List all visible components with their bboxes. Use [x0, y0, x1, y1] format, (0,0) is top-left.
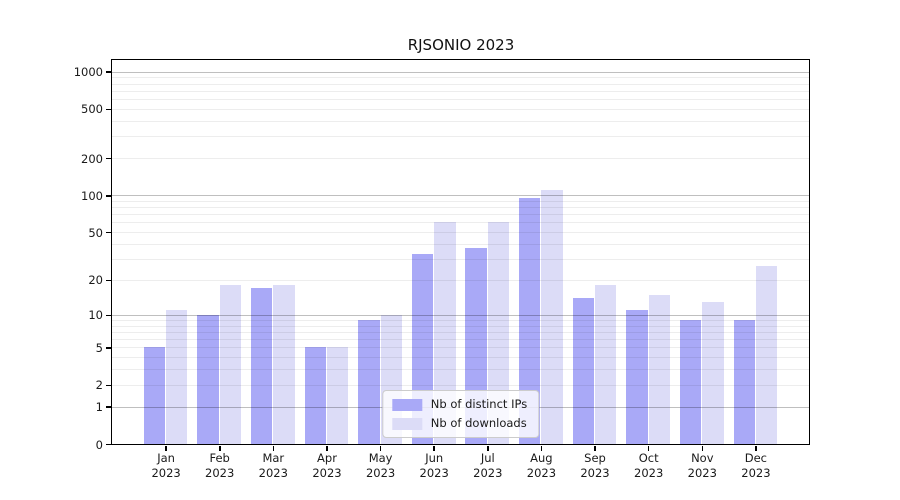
y-tick-label: 1000: [73, 65, 103, 80]
bar-distinct-ips: [572, 298, 594, 444]
plot-area: Nb of distinct IPs Nb of downloads: [111, 59, 810, 445]
x-tick-mark: [165, 445, 167, 451]
y-tick-label: 50: [88, 225, 103, 240]
bars-layer: [112, 60, 809, 444]
bar-distinct-ips: [197, 314, 219, 444]
x-tick-label: Dec 2023: [741, 451, 771, 480]
x-tick-mark: [219, 445, 221, 451]
legend-swatch-downloads: [391, 417, 422, 430]
bar-distinct-ips: [626, 310, 648, 444]
chart-title: RJSONIO 2023: [407, 36, 515, 54]
x-tick-label: Mar 2023: [258, 451, 288, 480]
y-tick-mark: [106, 231, 111, 234]
x-tick-mark: [487, 445, 489, 451]
x-tick-label: Jan 2023: [151, 451, 181, 480]
bar-downloads: [541, 190, 563, 444]
x-tick-mark: [647, 445, 650, 451]
y-tick-mark: [106, 347, 111, 349]
legend-item-distinct-ips: Nb of distinct IPs: [391, 397, 528, 411]
x-tick-label: Jul 2023: [473, 451, 503, 480]
legend: Nb of distinct IPs Nb of downloads: [381, 390, 540, 438]
bar-distinct-ips: [733, 319, 755, 444]
bar-downloads: [487, 222, 510, 444]
x-tick-label: Feb 2023: [205, 451, 235, 480]
y-tick-label: 200: [81, 151, 103, 166]
y-tick-label: 10: [88, 308, 103, 323]
bar-distinct-ips: [358, 319, 380, 444]
legend-label: Nb of downloads: [430, 416, 527, 430]
x-tick-mark: [379, 445, 382, 451]
x-tick-label: Apr 2023: [312, 451, 342, 480]
bar-downloads: [755, 266, 778, 444]
y-tick-mark: [106, 384, 111, 386]
y-tick-label: 100: [81, 188, 103, 203]
legend-item-downloads: Nb of downloads: [391, 416, 527, 430]
bar-downloads: [434, 222, 456, 444]
y-tick-mark: [106, 108, 111, 111]
bar-distinct-ips: [250, 288, 273, 444]
y-tick-label: 1: [95, 400, 103, 415]
x-tick-label: May 2023: [365, 451, 396, 480]
bar-downloads: [595, 285, 617, 444]
y-tick-mark: [106, 443, 111, 446]
legend-label: Nb of distinct IPs: [430, 397, 528, 411]
x-tick-label: Jun 2023: [419, 451, 449, 480]
y-tick-label: 2: [95, 378, 103, 393]
y-tick-mark: [106, 406, 111, 408]
bar-downloads: [327, 347, 349, 444]
y-tick-mark: [106, 279, 111, 282]
y-tick-mark: [106, 157, 111, 160]
x-tick-label: Sep 2023: [580, 451, 610, 480]
bar-downloads: [648, 294, 671, 444]
bar-distinct-ips: [143, 347, 166, 444]
x-tick-mark: [594, 445, 596, 451]
bar-downloads: [273, 285, 295, 444]
y-tick-label: 20: [88, 273, 103, 288]
x-tick-mark: [701, 445, 703, 451]
x-tick-label: Nov 2023: [687, 451, 717, 480]
y-tick-label: 500: [81, 102, 103, 117]
y-tick-label: 0: [95, 437, 103, 452]
bar-downloads: [702, 301, 724, 444]
y-tick-mark: [106, 314, 111, 316]
x-tick-mark: [272, 445, 275, 451]
bar-distinct-ips: [679, 319, 702, 444]
y-tick-label: 5: [95, 340, 103, 355]
bar-distinct-ips: [304, 347, 326, 444]
x-tick-mark: [755, 445, 757, 451]
legend-swatch-distinct-ips: [391, 398, 422, 411]
x-tick-mark: [433, 445, 435, 451]
x-tick-label: Aug 2023: [526, 451, 557, 480]
x-tick-mark: [326, 445, 328, 451]
bar-downloads: [219, 285, 242, 444]
bar-downloads: [166, 310, 188, 444]
bar-distinct-ips: [519, 198, 541, 444]
y-tick-mark: [106, 71, 111, 73]
x-tick-label: Oct 2023: [634, 451, 664, 480]
y-tick-mark: [106, 195, 111, 197]
x-tick-mark: [540, 445, 543, 451]
